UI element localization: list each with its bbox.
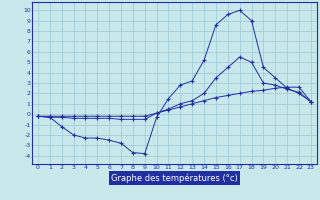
X-axis label: Graphe des températures (°c): Graphe des températures (°c): [111, 173, 238, 183]
